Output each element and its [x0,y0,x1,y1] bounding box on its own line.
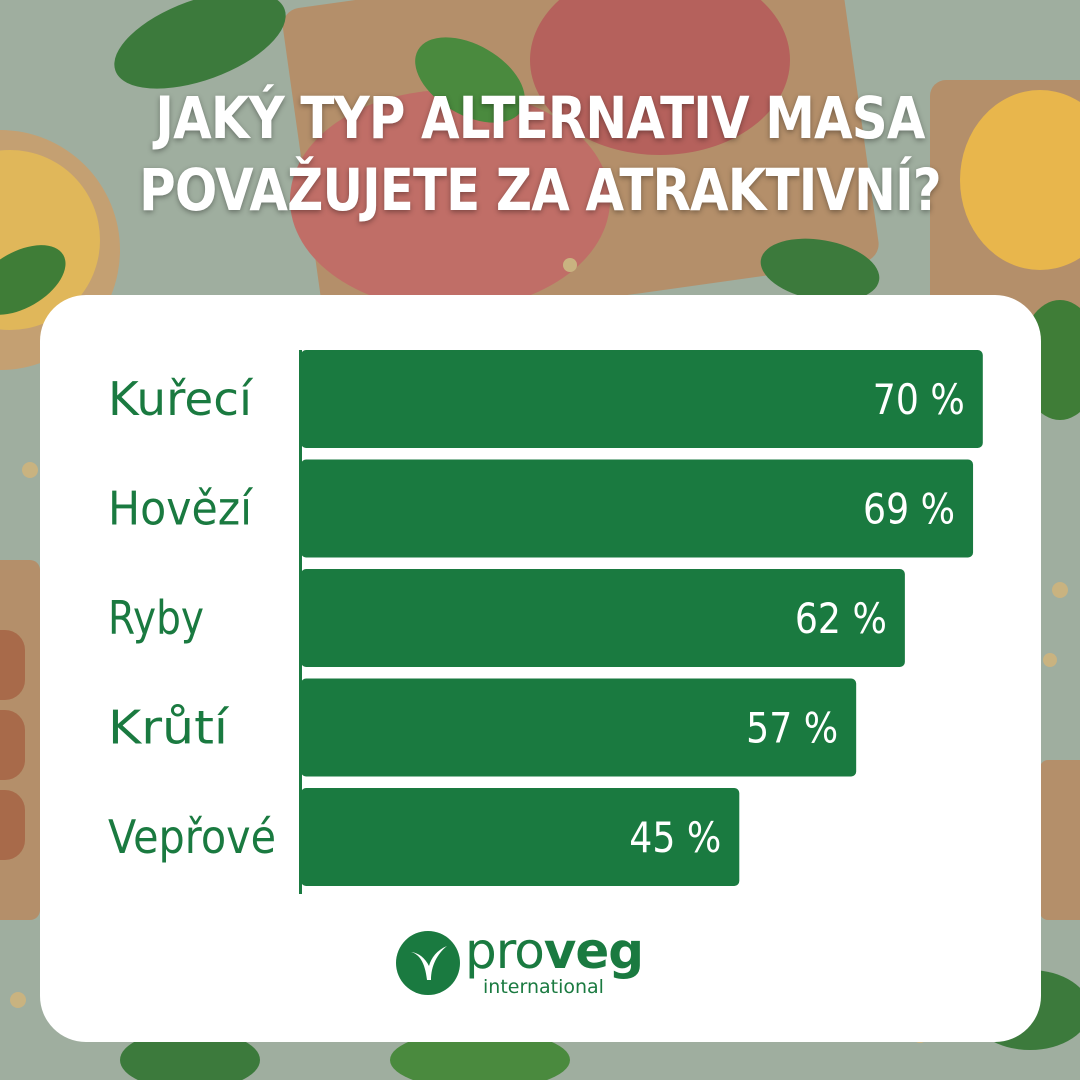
category-label-4: Vepřové [108,810,276,864]
bar-chart: Kuřecí 70 % Hovězí 69 % Ryby 62 % Krůtí 57 % Vep… [108,350,983,894]
proveg-logo: proveg international [395,922,685,1002]
chart-card: Kuřecí 70 % Hovězí 69 % Ryby 62 % Krůtí 57 % Vep… [40,295,1041,1042]
chart-axis-line [299,350,302,894]
logo-wordmark: proveg [465,922,644,980]
bar-0 [301,350,983,448]
category-label-0: Kuřecí [108,372,253,426]
chart-title: JAKÝ TYP ALTERNATIV MASA POVAŽUJETE ZA A… [76,82,1005,226]
category-label-1: Hovězí [108,482,253,536]
bar-3 [301,678,857,777]
value-label-2: 62 % [795,594,887,643]
proveg-leaf-icon [396,931,460,995]
logo-subtitle: international [483,976,604,998]
bar-2 [301,569,905,667]
title-line-2: POVAŽUJETE ZA ATRAKTIVNÍ? [139,156,942,224]
bar-1 [301,459,974,558]
logo-brand-bold: veg [543,922,644,980]
value-label-3: 57 % [746,704,838,753]
value-label-4: 45 % [629,813,721,862]
title-line-1: JAKÝ TYP ALTERNATIV MASA [155,84,925,152]
bar-4 [301,788,740,886]
category-label-3: Krůtí [108,701,229,755]
value-label-1: 69 % [863,485,955,534]
logo-brand-pre: pro [465,922,545,980]
value-label-0: 70 % [873,375,965,424]
category-label-2: Ryby [108,591,204,645]
